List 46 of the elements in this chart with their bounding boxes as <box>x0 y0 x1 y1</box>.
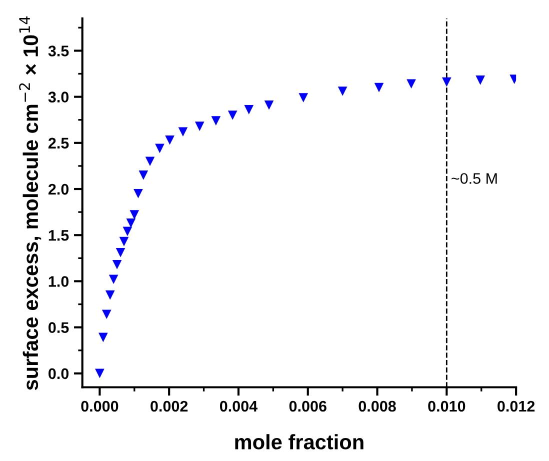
point <box>122 226 132 236</box>
point <box>138 170 148 180</box>
point <box>228 110 238 120</box>
point <box>374 82 384 92</box>
point <box>442 77 452 87</box>
y-axis-title: surface excess, molecule cm$^{−2}$ × 10$^{14}$ <box>19 16 42 390</box>
y-tick-label: 1.0 <box>48 276 69 287</box>
point <box>145 156 155 166</box>
y-tick-label: 1.5 <box>48 230 69 241</box>
point <box>178 127 188 137</box>
y-tick-label: 3.0 <box>48 92 69 103</box>
point <box>155 144 164 154</box>
x-axis-title: mole fraction <box>235 434 364 450</box>
point <box>119 236 129 246</box>
point <box>130 210 140 220</box>
y-tick-label: 0.5 <box>48 322 69 333</box>
x-tick-label: 0.012 <box>498 400 535 412</box>
point <box>116 248 126 258</box>
point <box>105 290 115 300</box>
point <box>406 79 416 89</box>
x-tick-label: 0.006 <box>289 400 326 412</box>
y-tick-label: 2.0 <box>48 184 69 195</box>
x-tick-label: 0.004 <box>220 400 258 412</box>
ref-line-label: ~0.5 M <box>452 173 497 184</box>
point <box>476 76 485 85</box>
y-tick-label: 0.0 <box>48 368 69 380</box>
point <box>194 122 204 131</box>
point <box>112 260 122 270</box>
point <box>95 368 104 378</box>
point <box>264 100 274 110</box>
point <box>244 105 254 114</box>
y-tick-label: 3.5 <box>48 46 69 56</box>
x-tick-label: 0.002 <box>150 400 188 412</box>
point <box>126 218 136 228</box>
point <box>134 188 143 198</box>
x-tick-label: 0.008 <box>358 400 396 412</box>
x-tick-label: 0.010 <box>428 400 466 412</box>
point <box>338 86 348 96</box>
point <box>98 332 108 342</box>
point <box>165 135 174 145</box>
x-tick-label: 0.000 <box>81 400 118 412</box>
point <box>211 116 221 126</box>
y-tick-label: 2.5 <box>48 138 69 149</box>
point <box>102 310 112 320</box>
point <box>298 93 308 102</box>
point <box>108 274 118 284</box>
